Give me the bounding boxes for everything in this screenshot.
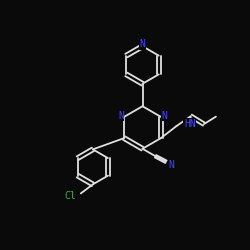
Text: N: N — [118, 110, 124, 121]
Text: N: N — [168, 160, 174, 170]
Text: HN: HN — [184, 119, 196, 128]
Text: N: N — [140, 39, 145, 49]
Text: N: N — [161, 110, 167, 121]
Text: Cl: Cl — [64, 191, 76, 201]
